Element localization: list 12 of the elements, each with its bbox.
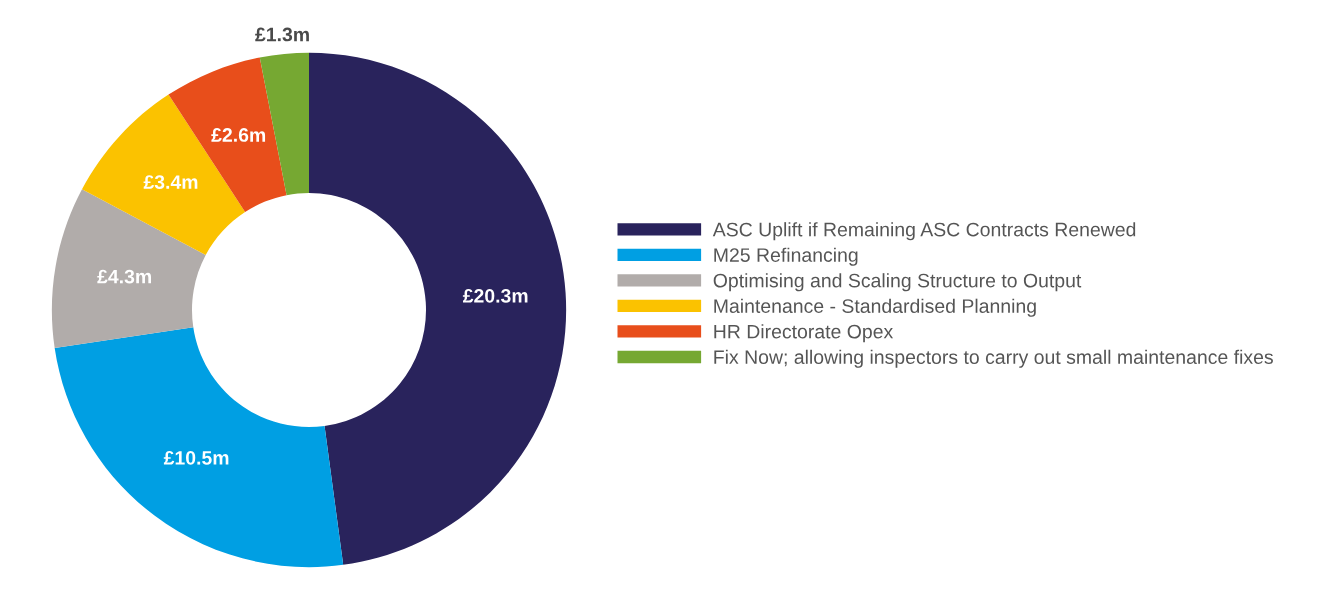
data-label: £4.3m	[97, 269, 151, 284]
data-label: £2.6m	[211, 128, 266, 142]
data-label: £3.4m	[143, 175, 198, 189]
legend-label: Maintenance - Standardised Planning	[714, 298, 1036, 317]
data-label: £10.5m	[163, 450, 229, 465]
legend-label: HR Directorate Opex	[714, 324, 894, 343]
data-label: £20.3m	[462, 288, 528, 303]
legend-label: ASC Uplift if Remaining ASC Contracts Renewed	[712, 222, 1136, 241]
data-label: £1.3m	[255, 27, 309, 42]
legend-label: M25 Refinancing	[714, 247, 858, 266]
legend-label: Fix Now; allowing inspectors to carry out small maintenance fixes	[714, 349, 1273, 368]
legend-label: Optimising and Scaling Structure to Output	[713, 273, 1082, 292]
